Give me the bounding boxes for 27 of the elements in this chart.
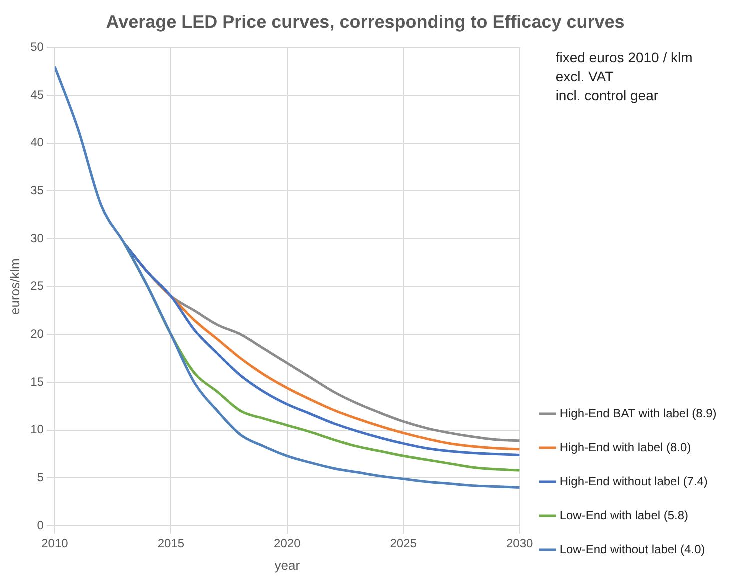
- legend-label: Low-End with label (5.8): [560, 508, 689, 522]
- chart-title: Average LED Price curves, corresponding to Efficacy curves: [106, 12, 625, 32]
- y-tick-label: 50: [30, 40, 44, 54]
- y-tick-label: 30: [30, 231, 44, 246]
- y-tick-label: 0: [37, 518, 44, 532]
- legend-label: High-End with label (8.0): [560, 440, 692, 454]
- x-tick-label: 2020: [274, 536, 302, 551]
- y-tick-label: 20: [30, 326, 44, 341]
- y-tick-label: 40: [30, 136, 44, 150]
- y-tick-label: 10: [30, 422, 44, 437]
- y-tick-label: 5: [37, 470, 44, 484]
- y-tick-label: 35: [30, 183, 44, 198]
- x-tick-label: 2030: [506, 536, 534, 551]
- y-axis-title: euros/klm: [7, 258, 22, 315]
- y-tick-label: 25: [30, 279, 44, 294]
- legend-label: High-End BAT with label (8.9): [560, 406, 717, 420]
- y-tick-label: 15: [30, 374, 44, 389]
- legend-label: High-End without label (7.4): [560, 474, 708, 488]
- text: excl. VAT: [556, 68, 614, 84]
- legend-label: Low-End without label (4.0): [560, 542, 706, 556]
- x-tick-label: 2015: [158, 536, 185, 551]
- text: incl. control gear: [556, 87, 659, 104]
- x-axis-title: year: [274, 558, 301, 573]
- x-tick-label: 2025: [390, 536, 418, 551]
- x-tick-label: 2010: [42, 536, 69, 551]
- y-tick-label: 45: [30, 88, 44, 102]
- text: fixed euros 2010 / klm: [556, 49, 693, 66]
